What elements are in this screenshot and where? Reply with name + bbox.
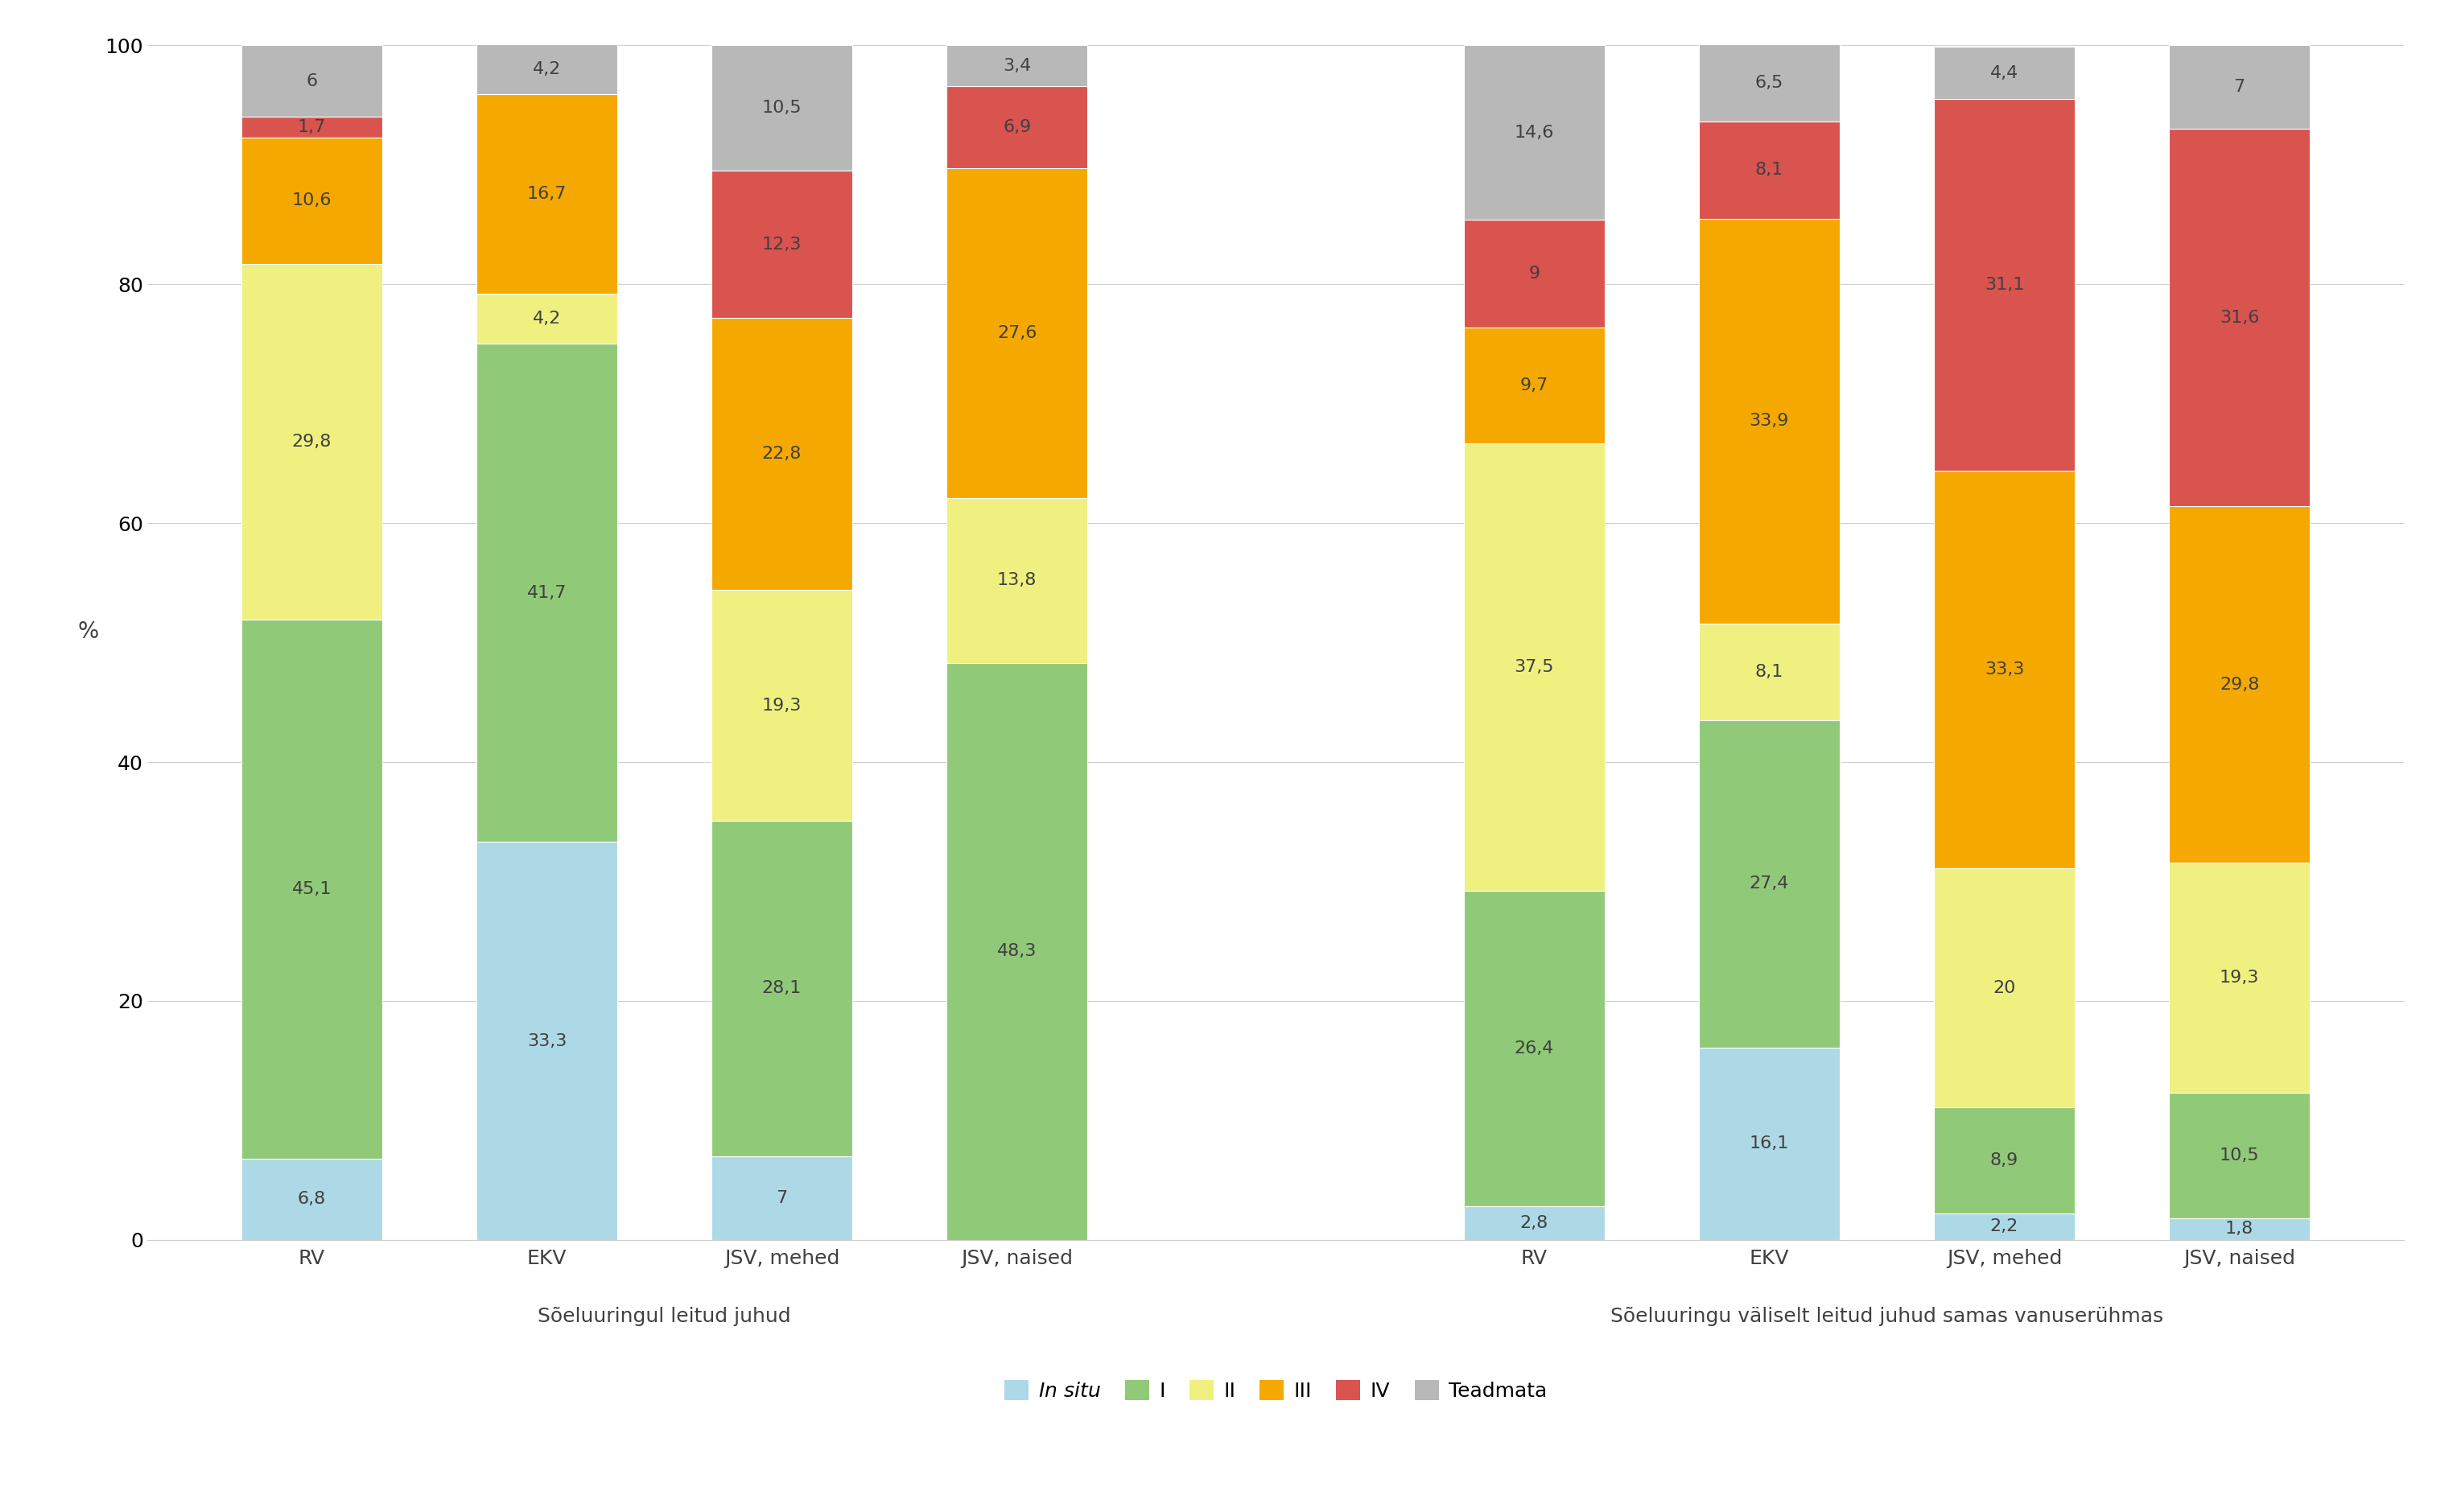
Text: 8,1: 8,1: [1754, 162, 1783, 178]
Text: 31,1: 31,1: [1984, 277, 2024, 293]
Text: 27,6: 27,6: [996, 325, 1038, 342]
Text: 7: 7: [775, 1190, 787, 1207]
Bar: [476, 345, 618, 842]
Bar: [711, 821, 854, 1157]
Bar: [1933, 470, 2075, 868]
Text: 22,8: 22,8: [763, 446, 802, 463]
Bar: [1464, 891, 1604, 1207]
Bar: [947, 168, 1087, 497]
Text: 7: 7: [2235, 79, 2244, 95]
Text: 10,5: 10,5: [2220, 1148, 2259, 1164]
Bar: [1700, 1048, 1840, 1240]
Text: 33,9: 33,9: [1749, 413, 1788, 429]
Bar: [1700, 122, 1840, 219]
Bar: [476, 842, 618, 1240]
Text: 6,9: 6,9: [1003, 119, 1030, 135]
Text: 2,8: 2,8: [1521, 1216, 1548, 1231]
Y-axis label: %: %: [78, 620, 98, 643]
Bar: [711, 318, 854, 590]
Bar: [711, 171, 854, 318]
Text: 4,4: 4,4: [1989, 65, 2019, 80]
Bar: [947, 86, 1087, 168]
Text: 16,1: 16,1: [1749, 1136, 1788, 1152]
Text: 29,8: 29,8: [292, 434, 331, 451]
Text: 8,9: 8,9: [1989, 1152, 2019, 1169]
Bar: [947, 662, 1087, 1240]
Text: 4,2: 4,2: [532, 311, 562, 327]
Text: 14,6: 14,6: [1514, 124, 1555, 141]
Text: 10,5: 10,5: [763, 100, 802, 116]
Bar: [240, 620, 383, 1158]
Bar: [2168, 129, 2311, 507]
Bar: [240, 265, 383, 620]
Bar: [1464, 327, 1604, 443]
Text: 48,3: 48,3: [996, 943, 1038, 960]
Text: 3,4: 3,4: [1003, 57, 1030, 74]
Bar: [1700, 720, 1840, 1048]
Text: 19,3: 19,3: [2220, 969, 2259, 986]
Text: 28,1: 28,1: [763, 980, 802, 996]
Bar: [1464, 443, 1604, 891]
Text: 1,7: 1,7: [297, 119, 326, 135]
Text: 33,3: 33,3: [1984, 661, 2024, 677]
Bar: [1933, 47, 2075, 100]
Text: 9: 9: [1528, 266, 1540, 281]
Bar: [240, 138, 383, 265]
Bar: [240, 116, 383, 138]
Text: 9,7: 9,7: [1521, 376, 1548, 393]
Text: 27,4: 27,4: [1749, 875, 1788, 892]
Bar: [1700, 44, 1840, 122]
Bar: [476, 94, 618, 293]
Text: 29,8: 29,8: [2220, 676, 2259, 692]
Bar: [2168, 507, 2311, 862]
Text: 20: 20: [1992, 980, 2016, 996]
Bar: [2168, 45, 2311, 129]
Bar: [711, 1157, 854, 1240]
Text: 26,4: 26,4: [1514, 1040, 1555, 1057]
Text: 33,3: 33,3: [527, 1033, 567, 1049]
Text: 45,1: 45,1: [292, 881, 331, 897]
Text: 4,2: 4,2: [532, 60, 562, 77]
Bar: [1933, 868, 2075, 1107]
Bar: [947, 497, 1087, 662]
Bar: [2168, 1093, 2311, 1219]
Text: 12,3: 12,3: [763, 236, 802, 253]
Bar: [1700, 623, 1840, 720]
Bar: [240, 45, 383, 116]
Bar: [947, 45, 1087, 86]
Bar: [1464, 1207, 1604, 1240]
Text: 6,5: 6,5: [1754, 76, 1783, 91]
Text: 41,7: 41,7: [527, 585, 567, 602]
Bar: [1464, 45, 1604, 219]
Bar: [1933, 1107, 2075, 1214]
Bar: [1700, 219, 1840, 623]
Bar: [711, 590, 854, 821]
Bar: [2168, 1219, 2311, 1240]
Legend: $\it{In\ situ}$, I, II, III, IV, Teadmata: $\it{In\ situ}$, I, II, III, IV, Teadmat…: [996, 1371, 1555, 1409]
Text: 6,8: 6,8: [297, 1191, 326, 1207]
Bar: [2168, 862, 2311, 1093]
Text: 13,8: 13,8: [996, 573, 1038, 588]
Text: Sõeluuringul leitud juhud: Sõeluuringul leitud juhud: [537, 1306, 790, 1326]
Text: Sõeluuringu väliselt leitud juhud samas vanuserühmas: Sõeluuringu väliselt leitud juhud samas …: [1609, 1306, 2164, 1326]
Bar: [1933, 100, 2075, 470]
Text: 2,2: 2,2: [1989, 1219, 2019, 1235]
Bar: [711, 45, 854, 171]
Text: 31,6: 31,6: [2220, 310, 2259, 325]
Text: 16,7: 16,7: [527, 186, 567, 203]
Bar: [476, 293, 618, 345]
Bar: [240, 1158, 383, 1240]
Text: 6: 6: [307, 73, 316, 89]
Text: 37,5: 37,5: [1514, 659, 1555, 676]
Text: 1,8: 1,8: [2225, 1222, 2254, 1237]
Bar: [1933, 1214, 2075, 1240]
Text: 8,1: 8,1: [1754, 664, 1783, 680]
Bar: [1464, 219, 1604, 327]
Bar: [476, 44, 618, 94]
Text: 19,3: 19,3: [763, 697, 802, 714]
Text: 10,6: 10,6: [292, 192, 331, 209]
